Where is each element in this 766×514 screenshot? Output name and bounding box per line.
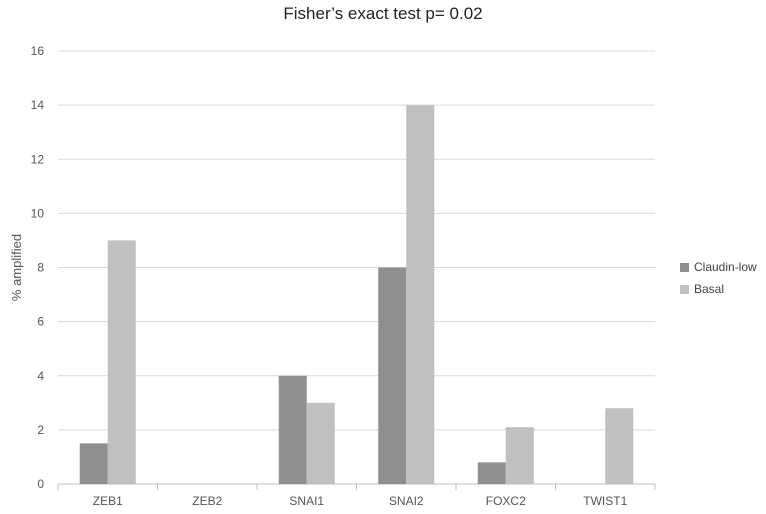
- y-tick-label-10: 10: [31, 206, 45, 220]
- bar-twist1-basal: [605, 408, 634, 484]
- y-tick-label-2: 2: [37, 423, 44, 437]
- legend-swatch-basal: [680, 284, 689, 294]
- bar-foxc2-claudin-low: [477, 462, 506, 484]
- y-tick-label-0: 0: [37, 477, 44, 491]
- y-tick-label-16: 16: [31, 44, 45, 58]
- y-tick-label-4: 4: [37, 369, 44, 383]
- legend-item-basal: Basal: [680, 278, 757, 300]
- y-tick-label-8: 8: [37, 261, 44, 275]
- bar-zeb1-basal: [107, 240, 136, 484]
- chart-title: Fisher’s exact test p= 0.02: [283, 4, 483, 23]
- y-axis-label: % amplified: [9, 234, 24, 301]
- x-tick-label-twist1: TWIST1: [583, 494, 627, 508]
- x-tick-label-snai2: SNAI2: [389, 494, 424, 508]
- x-tick-label-zeb1: ZEB1: [93, 494, 123, 508]
- x-tick-label-snai1: SNAI1: [289, 494, 324, 508]
- bar-snai2-basal: [406, 105, 435, 484]
- x-tick-label-foxc2: FOXC2: [486, 494, 526, 508]
- legend: Claudin-low Basal: [680, 256, 757, 300]
- y-tick-label-6: 6: [37, 315, 44, 329]
- legend-label-basal: Basal: [694, 282, 725, 296]
- legend-swatch-claudin-low: [680, 262, 689, 272]
- y-tick-label-14: 14: [31, 98, 45, 112]
- legend-label-claudin-low: Claudin-low: [694, 260, 757, 274]
- bar-snai1-basal: [306, 402, 335, 484]
- legend-item-claudin-low: Claudin-low: [680, 256, 757, 278]
- bar-zeb1-claudin-low: [79, 443, 108, 484]
- bar-snai2-claudin-low: [378, 267, 407, 484]
- bar-foxc2-basal: [505, 427, 534, 484]
- bar-snai1-claudin-low: [278, 375, 307, 484]
- x-tick-label-zeb2: ZEB2: [192, 494, 222, 508]
- y-tick-label-12: 12: [31, 152, 45, 166]
